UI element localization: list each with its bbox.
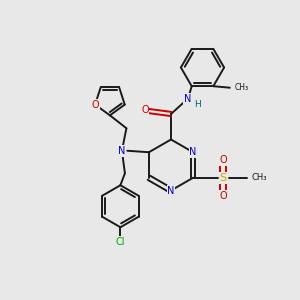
Text: N: N: [189, 147, 197, 157]
Text: O: O: [219, 155, 227, 165]
Text: S: S: [220, 173, 226, 183]
Text: H: H: [194, 100, 200, 109]
Text: N: N: [167, 185, 175, 196]
Text: CH₃: CH₃: [252, 173, 267, 182]
Text: N: N: [184, 94, 191, 104]
Text: O: O: [219, 191, 227, 201]
Text: O: O: [141, 104, 149, 115]
Text: Cl: Cl: [116, 237, 125, 247]
Text: CH₃: CH₃: [234, 83, 248, 92]
Text: O: O: [91, 100, 99, 110]
Text: N: N: [118, 146, 126, 156]
